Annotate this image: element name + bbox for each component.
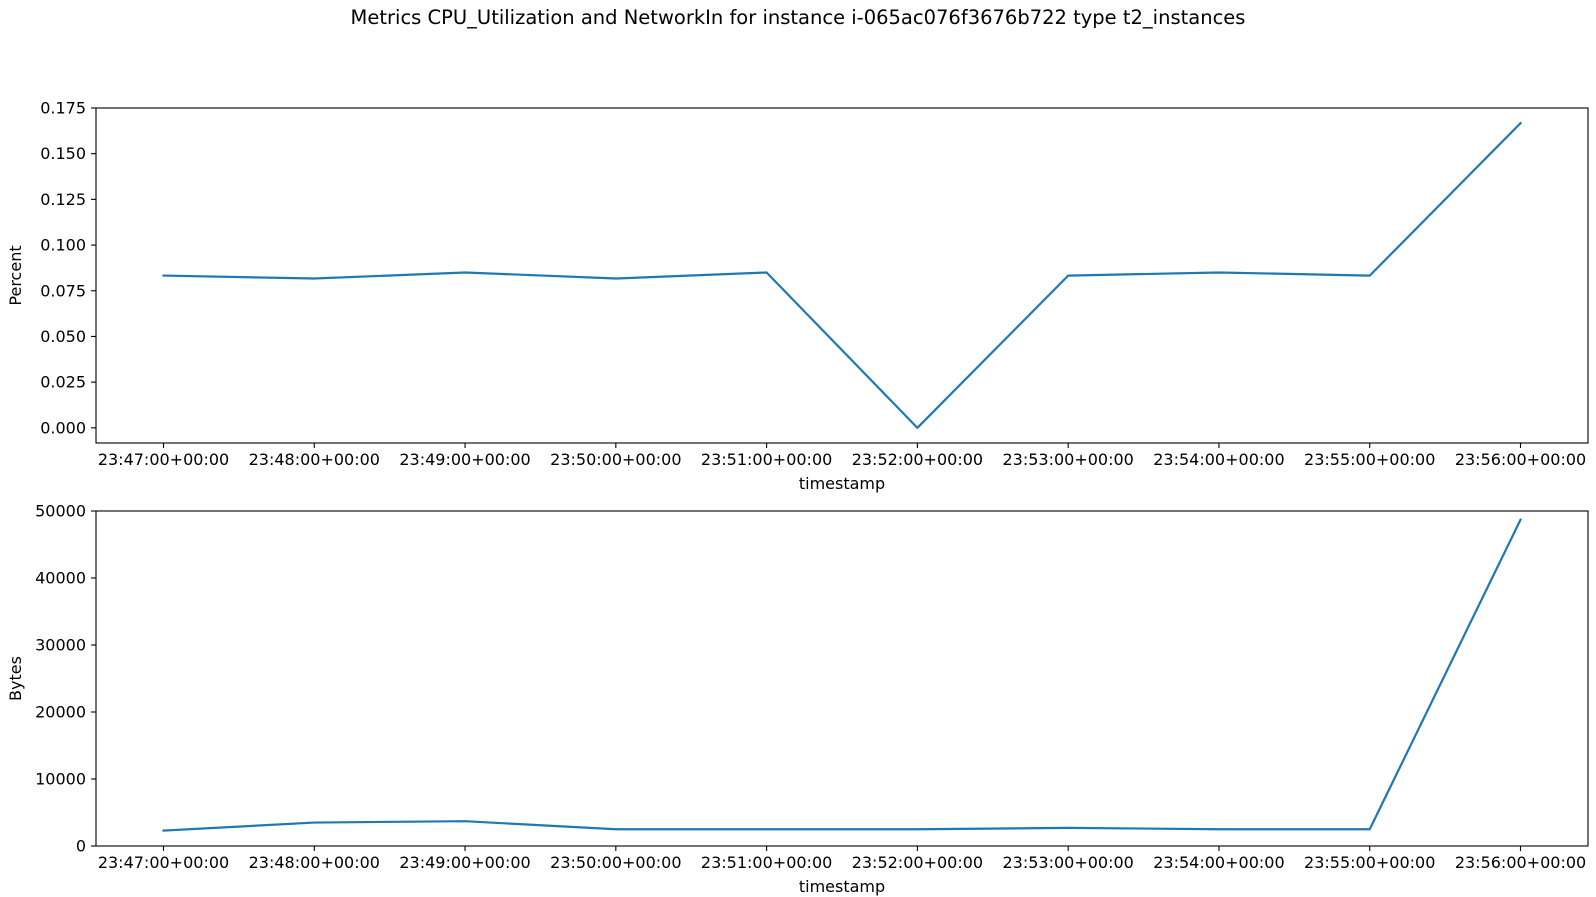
y-tick-label: 0.100 — [40, 236, 86, 255]
y-tick-label: 0.175 — [40, 99, 86, 118]
y-axis-label: Bytes — [6, 656, 25, 701]
y-tick-label: 40000 — [35, 569, 86, 588]
subplot-1: 23:47:00+00:00 23:48:00+00:00 23:49:00+00:… — [6, 99, 1589, 493]
x-tick-label: 23:49:00+00:00 — [399, 853, 530, 872]
chart-title: Metrics CPU_Utilization and NetworkIn fo… — [350, 6, 1246, 29]
x-tick-label: 23:50:00+00:00 — [550, 853, 681, 872]
y-tick-label: 0.125 — [40, 190, 86, 209]
subplot-2: 23:47:00+00:00 23:48:00+00:00 23:49:00+00:… — [6, 502, 1589, 896]
y-tick-label: 50000 — [35, 502, 86, 521]
series-line — [162, 121, 1523, 429]
y-tick-label: 20000 — [35, 703, 86, 722]
y-tick-label: 0 — [76, 837, 86, 856]
y-tick-label: 0.000 — [40, 418, 86, 437]
x-tick-label: 23:53:00+00:00 — [1002, 853, 1133, 872]
x-tick-label: 23:56:00+00:00 — [1455, 853, 1586, 872]
plot-frame — [95, 510, 1589, 847]
y-tick-label: 30000 — [35, 636, 86, 655]
series-line — [162, 518, 1522, 832]
y-tick-label: 0.075 — [40, 281, 86, 300]
y-tick-label: 0.150 — [40, 144, 86, 163]
x-tick-label: 23:52:00+00:00 — [852, 450, 983, 469]
plot-frame — [95, 107, 1589, 444]
y-tick-label: 0.050 — [40, 327, 86, 346]
x-tick-label: 23:49:00+00:00 — [399, 450, 530, 469]
x-tick-label: 23:48:00+00:00 — [249, 450, 380, 469]
x-tick-label: 23:55:00+00:00 — [1304, 853, 1435, 872]
x-tick-label: 23:50:00+00:00 — [550, 450, 681, 469]
x-tick-label: 23:51:00+00:00 — [701, 853, 832, 872]
y-tick-label: 0.025 — [40, 373, 86, 392]
x-axis-label: timestamp — [799, 877, 885, 896]
x-tick-label: 23:47:00+00:00 — [98, 853, 229, 872]
x-tick-label: 23:54:00+00:00 — [1153, 450, 1284, 469]
x-tick-label: 23:48:00+00:00 — [249, 853, 380, 872]
x-tick-label: 23:56:00+00:00 — [1455, 450, 1586, 469]
x-tick-label: 23:53:00+00:00 — [1002, 450, 1133, 469]
x-tick-label: 23:55:00+00:00 — [1304, 450, 1435, 469]
x-tick-label: 23:54:00+00:00 — [1153, 853, 1284, 872]
x-tick-label: 23:47:00+00:00 — [98, 450, 229, 469]
x-tick-label: 23:51:00+00:00 — [701, 450, 832, 469]
x-tick-label: 23:52:00+00:00 — [852, 853, 983, 872]
y-axis-label: Percent — [6, 245, 25, 305]
y-tick-label: 10000 — [35, 770, 86, 789]
x-axis-label: timestamp — [799, 474, 885, 493]
